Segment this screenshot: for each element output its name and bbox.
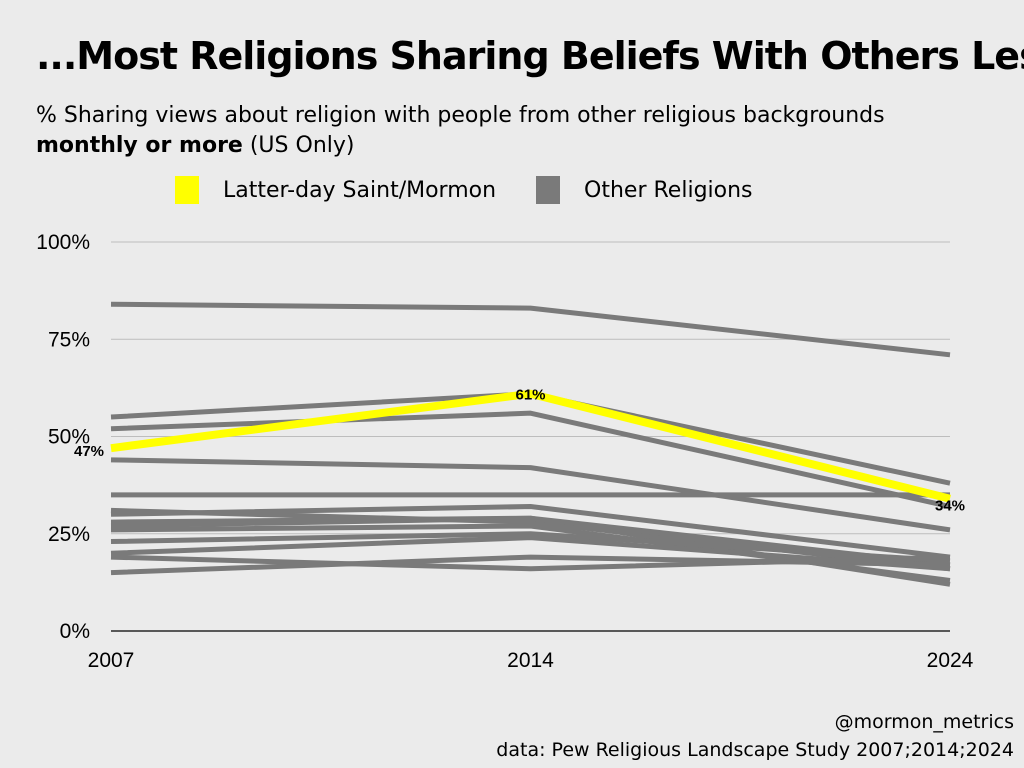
other-religion-line bbox=[110, 504, 951, 560]
subtitle-line-2: monthly or more (US Only) bbox=[36, 131, 885, 161]
legend-item-other: Other Religions bbox=[536, 176, 753, 204]
y-tick-label: 50% bbox=[48, 426, 90, 449]
footer: @mormon_metrics data: Pew Religious Land… bbox=[496, 708, 1014, 764]
other-religion-line bbox=[110, 457, 951, 533]
other-religion-line bbox=[110, 301, 951, 358]
other-religion-line bbox=[110, 554, 951, 576]
y-tick-label: 100% bbox=[36, 231, 90, 254]
chart-subtitle: % Sharing views about religion with peop… bbox=[36, 101, 885, 161]
legend-item-lds: Latter-day Saint/Mormon bbox=[175, 176, 496, 204]
data-label: 34% bbox=[935, 498, 965, 515]
other-religion-line bbox=[110, 531, 951, 564]
subtitle-line-1: % Sharing views about religion with peop… bbox=[36, 103, 885, 128]
legend-swatch-other bbox=[536, 176, 561, 204]
other-religion-line bbox=[110, 535, 951, 572]
footer-source: data: Pew Religious Landscape Study 2007… bbox=[496, 739, 1014, 761]
data-label: 47% bbox=[74, 443, 104, 460]
footer-handle: @mormon_metrics bbox=[834, 711, 1014, 733]
y-tick-label: 0% bbox=[60, 620, 90, 643]
legend-label-other: Other Religions bbox=[584, 177, 753, 203]
data-label: 61% bbox=[515, 387, 545, 404]
subtitle-rest: (US Only) bbox=[242, 133, 355, 158]
x-tick-label: 2024 bbox=[927, 649, 974, 672]
y-tick-label: 25% bbox=[48, 523, 90, 546]
x-tick-label: 2007 bbox=[88, 649, 135, 672]
other-religion-line bbox=[110, 410, 951, 509]
legend-swatch-lds bbox=[175, 176, 199, 204]
lds-series-line bbox=[110, 389, 951, 503]
x-tick-label: 2014 bbox=[507, 649, 554, 672]
legend-label-lds: Latter-day Saint/Mormon bbox=[223, 177, 497, 203]
chart-title: ...Most Religions Sharing Beliefs With O… bbox=[36, 34, 1024, 78]
y-tick-label: 75% bbox=[48, 328, 90, 351]
other-religion-line bbox=[110, 515, 951, 568]
subtitle-bold: monthly or more bbox=[36, 133, 243, 158]
legend: Latter-day Saint/Mormon Other Religions bbox=[175, 174, 793, 206]
